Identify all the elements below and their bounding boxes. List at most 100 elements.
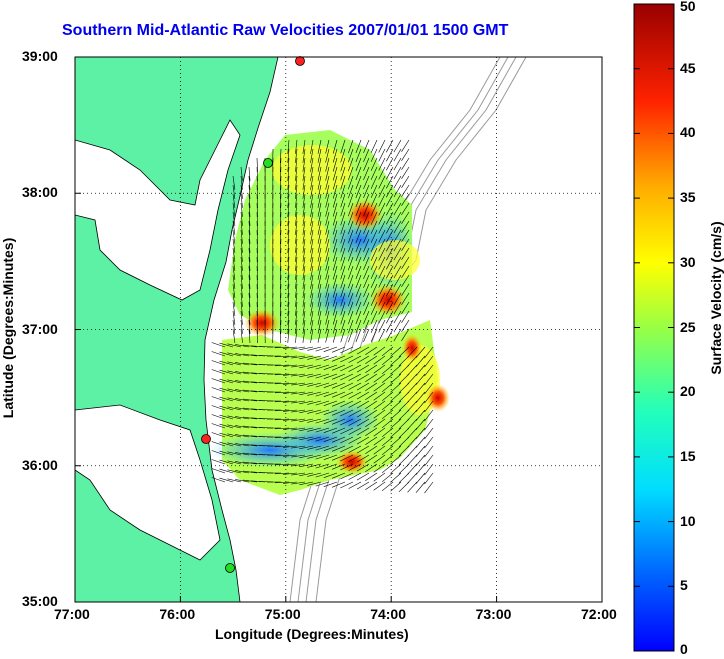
velocity-vector xyxy=(248,229,251,245)
velocity-vector xyxy=(227,415,242,420)
velocity-vector xyxy=(325,139,330,154)
velocity-vector xyxy=(398,391,410,403)
velocity-vector xyxy=(315,427,330,433)
velocity-vector xyxy=(363,265,370,280)
velocity-vector xyxy=(325,202,330,217)
velocity-vector xyxy=(378,202,386,216)
velocity-vector xyxy=(274,400,290,403)
velocity-vector xyxy=(401,211,410,224)
velocity-vector xyxy=(348,472,362,480)
velocity-vector xyxy=(373,445,386,455)
velocity-vector xyxy=(378,220,386,234)
velocity-vector xyxy=(227,424,242,429)
velocity-vector xyxy=(287,211,290,226)
velocity-vector xyxy=(363,274,370,289)
velocity-vector xyxy=(317,319,322,334)
velocity-vector xyxy=(307,454,322,459)
colorbar-tick-marks xyxy=(634,3,674,652)
velocity-vector xyxy=(348,265,354,280)
medium-velocity-area xyxy=(370,240,420,280)
velocity-vector xyxy=(317,301,322,316)
velocity-vector xyxy=(280,229,282,245)
velocity-vector xyxy=(365,382,378,391)
velocity-vector xyxy=(332,220,338,235)
velocity-vector xyxy=(407,364,418,376)
velocity-vector xyxy=(240,292,243,307)
figure-title: Southern Mid-Atlantic Raw Velocities 200… xyxy=(62,22,509,39)
velocity-vector xyxy=(315,346,330,352)
colorbar-tick-label: 45 xyxy=(680,59,696,76)
velocity-vector xyxy=(370,139,378,153)
velocity-vector xyxy=(248,193,251,209)
velocity-vector xyxy=(355,283,362,298)
velocity-vector xyxy=(287,202,290,217)
velocity-vector xyxy=(348,238,354,253)
velocity-vector xyxy=(370,292,378,306)
velocity-vector xyxy=(283,382,298,385)
velocity-vector xyxy=(232,238,236,253)
velocity-vector xyxy=(378,319,386,333)
velocity-vector xyxy=(227,406,242,411)
velocity-vector xyxy=(240,265,243,280)
y-tick-label: 37:00 xyxy=(22,320,58,337)
velocity-vector xyxy=(299,382,314,387)
velocity-vector xyxy=(401,175,410,188)
velocity-vector xyxy=(256,193,258,209)
velocity-vector xyxy=(274,355,290,358)
velocity-vector xyxy=(280,166,282,182)
velocity-vector xyxy=(280,283,282,299)
velocity-vector xyxy=(302,166,306,181)
velocity-vector xyxy=(283,454,298,457)
velocity-vector xyxy=(325,247,330,262)
velocity-vector xyxy=(393,229,402,243)
velocity-vector xyxy=(348,400,362,408)
velocity-vector xyxy=(356,418,370,427)
velocity-vector xyxy=(211,405,226,411)
velocity-vector xyxy=(307,463,322,468)
velocity-vector xyxy=(235,398,250,402)
velocity-vector xyxy=(291,355,306,359)
velocity-vector xyxy=(219,414,234,420)
velocity-vector xyxy=(348,166,354,181)
velocity-vector xyxy=(291,373,306,377)
velocity-vector xyxy=(248,283,251,299)
velocity-vector xyxy=(299,400,314,405)
velocity-vector xyxy=(240,319,243,334)
velocity-vector xyxy=(248,265,251,281)
velocity-vector xyxy=(219,369,234,375)
velocity-vector xyxy=(310,175,314,190)
velocity-vector xyxy=(295,247,298,262)
velocity-vector xyxy=(291,436,306,440)
velocity-vector xyxy=(235,425,250,429)
velocity-vector xyxy=(211,342,226,348)
velocity-vector xyxy=(307,445,322,450)
velocity-vector xyxy=(365,445,378,454)
velocity-vector xyxy=(243,479,258,483)
velocity-vector xyxy=(332,238,338,253)
velocity-vector xyxy=(363,247,370,262)
hf-radar-stations xyxy=(201,56,305,573)
velocity-vector xyxy=(386,157,394,171)
velocity-vector xyxy=(370,166,378,180)
velocity-vector xyxy=(348,409,362,417)
velocity-vector xyxy=(386,265,394,279)
velocity-vector xyxy=(287,148,290,163)
velocity-vector xyxy=(386,184,394,198)
velocity-vector xyxy=(393,328,402,342)
velocity-vector xyxy=(424,409,434,422)
velocity-vector xyxy=(340,301,346,316)
velocity-vector xyxy=(317,265,322,280)
velocity-vector xyxy=(401,265,410,278)
velocity-vector xyxy=(401,202,410,215)
velocity-vector xyxy=(323,454,338,460)
velocity-vector xyxy=(211,432,226,438)
velocity-vector xyxy=(302,328,306,343)
velocity-vector xyxy=(348,463,362,471)
velocity-vector xyxy=(317,283,322,298)
velocity-vector xyxy=(295,328,298,343)
velocity-vector xyxy=(373,418,386,428)
velocity-vector xyxy=(378,274,386,288)
velocity-vector xyxy=(302,220,306,235)
velocity-vector xyxy=(386,319,394,333)
